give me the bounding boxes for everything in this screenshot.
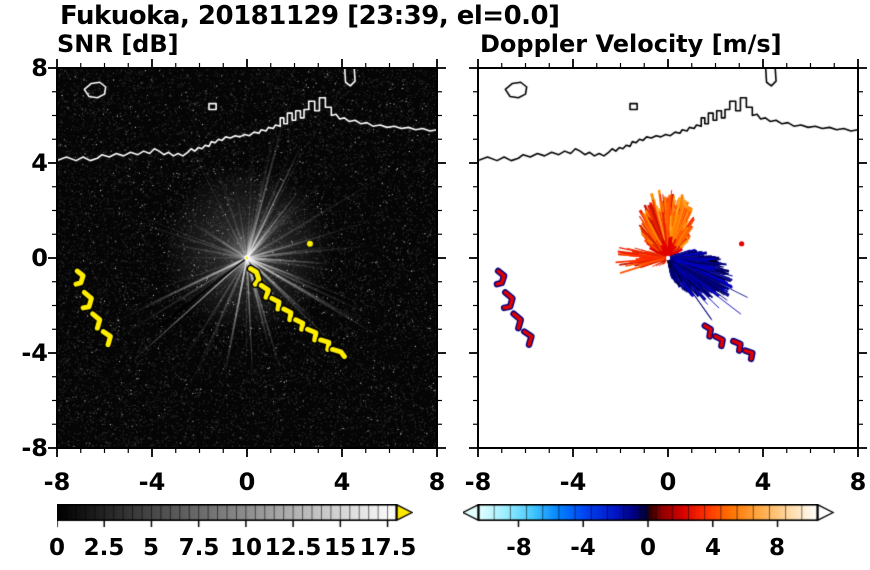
doppler-colorbar xyxy=(463,504,835,530)
snr-colorbar xyxy=(57,504,413,530)
y-tick-label: -8 xyxy=(21,434,48,462)
doppler-x-tick-label: 8 xyxy=(849,468,867,496)
y-tick-label: -4 xyxy=(21,339,48,367)
doppler-colorbar-label: 8 xyxy=(768,535,786,561)
doppler-x-tick-label: 4 xyxy=(754,468,772,496)
doppler-colorbar-label: -8 xyxy=(506,535,532,561)
doppler-x-tick-label: 0 xyxy=(659,468,677,496)
snr-radar-image xyxy=(57,68,437,448)
snr-colorbar-label: 2.5 xyxy=(83,535,125,561)
snr-x-tick-label: 0 xyxy=(238,468,256,496)
doppler-colorbar-label: 4 xyxy=(704,535,722,561)
doppler-x-tick-label: -8 xyxy=(464,468,492,496)
figure-title: Fukuoka, 20181129 [23:39, el=0.0] xyxy=(60,1,560,31)
y-tick-label: 8 xyxy=(31,54,48,82)
snr-x-tick-label: -4 xyxy=(138,468,166,496)
snr-colorbar-label: 0 xyxy=(48,535,66,561)
snr-colorbar-label: 7.5 xyxy=(178,535,220,561)
snr-colorbar-label: 10 xyxy=(229,535,263,561)
snr-colorbar-label: 17.5 xyxy=(359,535,417,561)
doppler-colorbar-label: -4 xyxy=(570,535,596,561)
y-tick-label: 4 xyxy=(31,149,48,177)
snr-x-tick-label: 4 xyxy=(333,468,351,496)
doppler-colorbar-label: 0 xyxy=(639,535,657,561)
doppler-radar-image xyxy=(478,68,858,448)
doppler-x-tick-label: -4 xyxy=(559,468,587,496)
snr-x-tick-label: -8 xyxy=(43,468,71,496)
doppler-panel-title: Doppler Velocity [m/s] xyxy=(480,30,782,58)
snr-colorbar-label: 5 xyxy=(142,535,160,561)
snr-panel-title: SNR [dB] xyxy=(57,30,179,58)
snr-colorbar-label: 12.5 xyxy=(264,535,322,561)
snr-colorbar-label: 15 xyxy=(323,535,357,561)
snr-x-tick-label: 8 xyxy=(428,468,446,496)
y-tick-label: 0 xyxy=(31,244,48,272)
